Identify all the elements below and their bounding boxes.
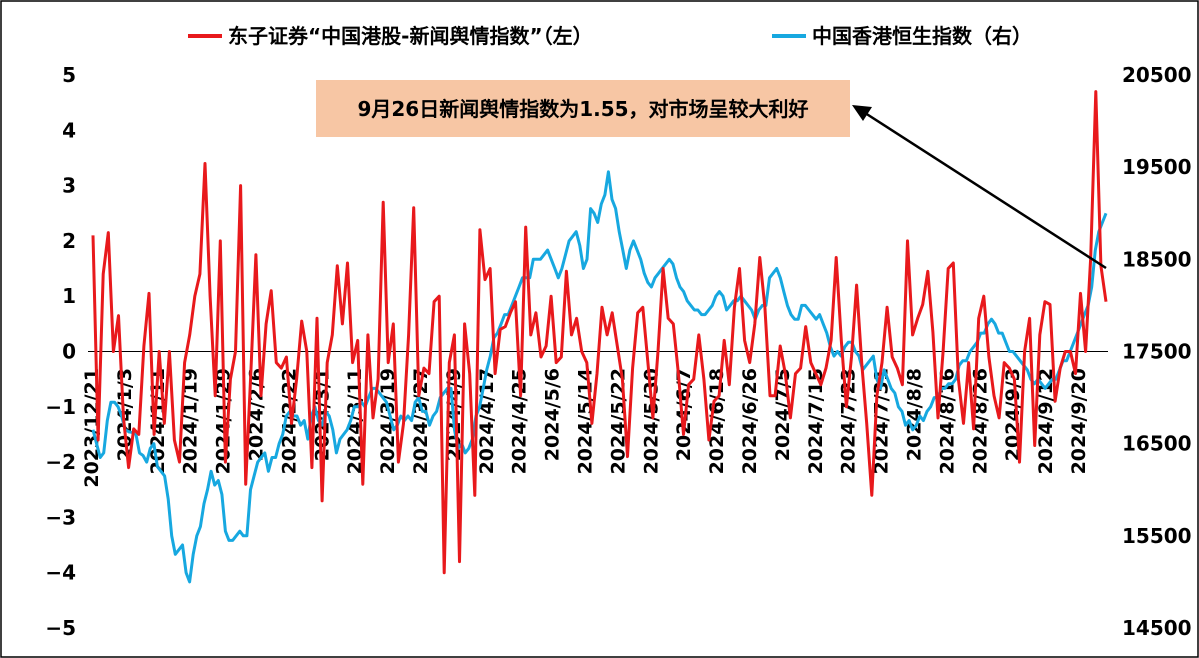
left-tick-label: −4 — [45, 561, 76, 585]
x-tick-label: 2024/3/19 — [377, 368, 399, 474]
x-tick-label: 2024/7/15 — [805, 368, 827, 474]
right-tick-label: 17500 — [1122, 340, 1192, 364]
x-tick-label: 2024/8/8 — [904, 368, 926, 461]
right-axis: 20500 19500 18500 17500 16500 15500 14500 — [1122, 63, 1192, 640]
right-tick-label: 15500 — [1122, 524, 1192, 548]
legend: 东子证券“中国港股-新闻舆情指数”（左） 中国香港恒生指数（右） — [188, 24, 1032, 48]
right-tick-label: 20500 — [1122, 63, 1192, 87]
left-tick-label: −1 — [45, 395, 76, 419]
left-tick-label: 0 — [62, 340, 76, 364]
x-tick-label: 2024/1/3 — [114, 368, 136, 461]
left-tick-label: 3 — [62, 174, 76, 198]
annotation-box — [316, 80, 850, 137]
annotation-text: 9月26日新闻舆情指数为1.55，对市场呈较大利好 — [357, 97, 808, 121]
left-tick-label: −2 — [45, 450, 76, 474]
x-tick-label: 2024/3/27 — [410, 368, 432, 474]
left-tick-label: 2 — [62, 229, 76, 253]
x-tick-label: 2024/1/19 — [180, 368, 202, 474]
legend-label-sentiment: 东子证券“中国港股-新闻舆情指数”（左） — [228, 24, 593, 48]
left-tick-label: −5 — [45, 616, 76, 640]
left-tick-label: −3 — [45, 505, 76, 529]
annotation-arrow-head — [852, 105, 872, 121]
x-tick-label: 2024/5/30 — [640, 368, 662, 474]
x-tick-label: 2024/9/20 — [1068, 368, 1090, 474]
right-tick-label: 18500 — [1122, 247, 1192, 271]
annotation: 9月26日新闻舆情指数为1.55，对市场呈较大利好 — [316, 80, 1107, 270]
series-line-sentiment — [91, 90, 1108, 575]
x-tick-label: 2024/6/18 — [706, 368, 728, 474]
right-tick-label: 19500 — [1122, 155, 1192, 179]
legend-label-hsi: 中国香港恒生指数（右） — [812, 24, 1032, 48]
x-tick-label: 2024/7/23 — [838, 368, 860, 474]
left-tick-label: 4 — [62, 118, 76, 142]
x-tick-label: 2024/3/1 — [311, 368, 333, 461]
x-tick-label: 2024/5/6 — [542, 368, 564, 461]
right-tick-label: 14500 — [1122, 616, 1192, 640]
x-tick-label: 2024/4/17 — [476, 368, 498, 474]
right-tick-label: 16500 — [1122, 432, 1192, 456]
x-tick-label: 2024/5/14 — [575, 368, 597, 474]
x-axis: 2023/12/21 2024/1/3 2024/1/11 2024/1/19 2024… — [81, 368, 1090, 488]
x-tick-label: 2024/4/25 — [509, 368, 531, 474]
x-tick-label: 2024/6/26 — [739, 368, 761, 474]
x-tick-label: 2024/9/12 — [1035, 368, 1057, 474]
x-tick-label: 2024/8/16 — [936, 368, 958, 474]
left-tick-label: 5 — [62, 63, 76, 87]
annotation-arrow-line — [861, 109, 1107, 270]
left-tick-label: 1 — [62, 284, 76, 308]
left-axis: 5 4 3 2 1 0 −1 −2 −3 −4 −5 — [45, 63, 76, 640]
